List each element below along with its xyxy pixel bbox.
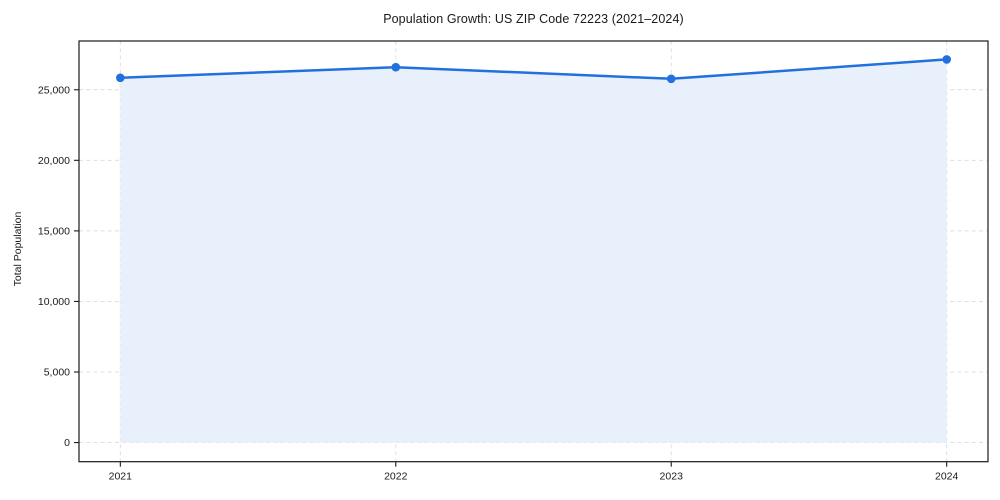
- y-tick-label: 10,000: [38, 296, 70, 308]
- data-point-2024: [942, 55, 951, 64]
- area-fill: [120, 59, 947, 443]
- y-tick-label: 20,000: [38, 155, 70, 167]
- y-tick-label: 5,000: [44, 367, 70, 379]
- x-tick-label: 2023: [660, 471, 684, 483]
- data-point-2023: [666, 74, 676, 84]
- line-series: [119, 58, 948, 81]
- y-tick-label: 0: [64, 437, 70, 449]
- chart-title: Population Growth: US ZIP Code 72223 (20…: [383, 12, 684, 26]
- y-tick-label: 25,000: [38, 84, 70, 96]
- x-tick-label: 2024: [935, 471, 959, 483]
- data-point-2021: [116, 73, 125, 83]
- y-tick-label: 15,000: [38, 225, 70, 237]
- x-tick-label: 2021: [109, 471, 133, 483]
- data-point-2022: [391, 62, 401, 72]
- plot-border: [78, 40, 989, 463]
- x-tick-label: 2022: [384, 471, 408, 483]
